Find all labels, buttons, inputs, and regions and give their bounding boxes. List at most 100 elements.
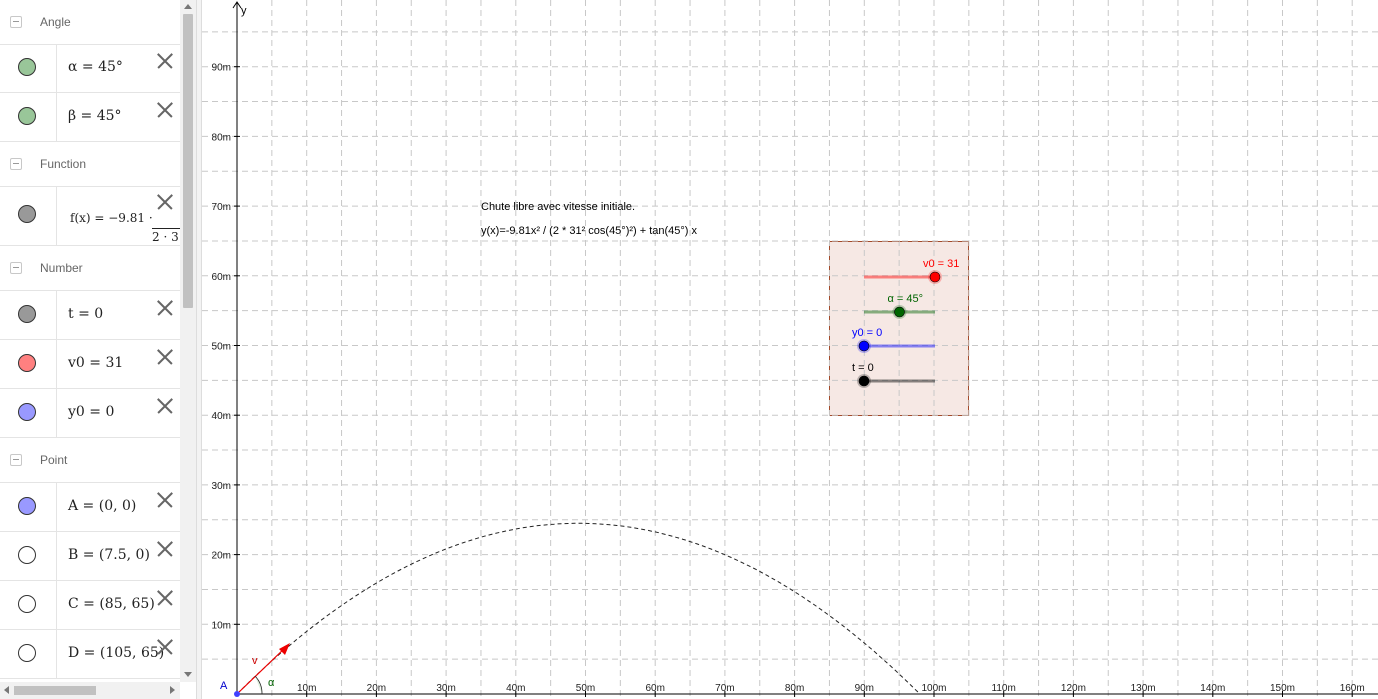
algebra-expression[interactable]: B = (7.5, 0) (68, 547, 150, 563)
visibility-toggle-A[interactable] (18, 497, 36, 515)
algebra-item-beta[interactable]: β = 45° (0, 93, 180, 142)
algebra-item-D[interactable]: D = (105, 65) (0, 630, 180, 679)
vector-arrowhead-icon (279, 643, 290, 655)
algebra-item-t[interactable]: t = 0 (0, 291, 180, 340)
grid (202, 0, 1378, 699)
collapse-icon[interactable] (10, 158, 22, 170)
coordinate-plane[interactable]: 10m 20m 30m 40m 50m 60m 70m 80m 90m 100m 110m 120m 1… (202, 0, 1378, 699)
visibility-toggle-y0[interactable] (18, 403, 36, 421)
visibility-toggle-v0[interactable] (18, 354, 36, 372)
scroll-thumb[interactable] (14, 686, 96, 695)
group-label: Number (40, 261, 83, 275)
x-tick-label: 10m (297, 683, 316, 694)
group-number[interactable]: Number (0, 246, 180, 291)
graphics-view[interactable]: 10m 20m 30m 40m 50m 60m 70m 80m 90m 100m 110m 120m 1… (202, 0, 1378, 699)
fraction-denominator: 2 · 3 (152, 230, 179, 244)
visibility-toggle-B[interactable] (18, 546, 36, 564)
panel-divider[interactable] (196, 0, 202, 699)
visibility-toggle-f[interactable] (18, 205, 36, 223)
y-tick-label: 80m (212, 132, 231, 143)
velocity-vector-line[interactable] (236, 645, 288, 695)
trajectory-curve[interactable] (236, 522, 921, 695)
x-tick-label: 140m (1200, 683, 1225, 694)
vertical-scrollbar[interactable] (180, 0, 196, 682)
x-tick-label: 80m (785, 683, 804, 694)
y-tick-label: 40m (212, 411, 231, 422)
algebra-item-A[interactable]: A = (0, 0) (0, 483, 180, 532)
visibility-cell (0, 483, 57, 531)
algebra-expression[interactable]: A = (0, 0) (68, 498, 137, 514)
slider-knob-y0[interactable] (858, 340, 870, 352)
algebra-expression[interactable]: v0 = 31 (68, 355, 124, 371)
collapse-icon[interactable] (10, 262, 22, 274)
delete-icon[interactable] (154, 191, 176, 213)
visibility-toggle-t[interactable] (18, 305, 36, 323)
algebra-expression[interactable]: C = (85, 65) (68, 596, 155, 612)
y-tick-label: 60m (212, 272, 231, 283)
collapse-icon[interactable] (10, 454, 22, 466)
visibility-cell (0, 389, 57, 437)
group-angle[interactable]: Angle (0, 0, 180, 45)
delete-icon[interactable] (154, 395, 176, 417)
delete-icon[interactable] (154, 489, 176, 511)
x-tick-label: 20m (367, 683, 386, 694)
delete-icon[interactable] (154, 636, 176, 658)
tick-labels: 10m 20m 30m 40m 50m 60m 70m 80m 90m 100m 110m 120m 1… (212, 63, 1365, 697)
axes (232, 1, 1378, 695)
group-function[interactable]: Function (0, 142, 180, 187)
collapse-icon[interactable] (10, 16, 22, 28)
y-tick-label: 30m (212, 481, 231, 492)
delete-icon[interactable] (154, 538, 176, 560)
slider-label-y0: y0 = 0 (852, 327, 882, 339)
angle-label: α (268, 677, 275, 689)
delete-icon[interactable] (154, 346, 176, 368)
visibility-toggle-C[interactable] (18, 595, 36, 613)
text-equation[interactable]: y(x)=-9.81x² / (2 * 31² cos(45°)²) + tan… (481, 225, 698, 237)
x-tick-label: 90m (855, 683, 874, 694)
algebra-view: Angle α = 45° β = 45° Function f(x) = −9… (0, 0, 196, 699)
group-label: Function (40, 157, 87, 171)
algebra-expression[interactable]: α = 45° (68, 59, 123, 75)
scroll-left-icon[interactable] (4, 686, 9, 694)
algebra-expression[interactable]: D = (105, 65) (68, 645, 165, 661)
scroll-thumb[interactable] (183, 14, 193, 308)
delete-icon[interactable] (154, 99, 176, 121)
scroll-right-icon[interactable] (170, 686, 175, 694)
y-tick-label: 20m (212, 551, 231, 562)
algebra-expression[interactable]: β = 45° (68, 108, 122, 124)
algebra-item-C[interactable]: C = (85, 65) (0, 581, 180, 630)
point-A-label: A (220, 680, 228, 692)
y-tick-label: 70m (212, 202, 231, 213)
visibility-cell (0, 291, 57, 339)
vector-label: v (252, 655, 258, 667)
x-tick-label: 100m (921, 683, 946, 694)
algebra-item-alpha[interactable]: α = 45° (0, 44, 180, 93)
scroll-down-icon[interactable] (184, 672, 192, 677)
algebra-item-v0[interactable]: v0 = 31 (0, 340, 180, 389)
algebra-expression[interactable]: t = 0 (68, 306, 104, 322)
visibility-toggle-beta[interactable] (18, 107, 36, 125)
slider-knob-v0[interactable] (929, 271, 941, 283)
algebra-item-f[interactable]: f(x) = −9.81 · 2 · 3 (0, 187, 180, 246)
slider-knob-t[interactable] (858, 375, 870, 387)
algebra-expression[interactable]: y0 = 0 (68, 404, 115, 420)
scroll-up-icon[interactable] (184, 4, 192, 9)
algebra-expression[interactable]: f(x) = −9.81 · (70, 211, 153, 225)
slider-knob-alpha[interactable] (894, 306, 905, 318)
algebra-item-B[interactable]: B = (7.5, 0) (0, 532, 180, 581)
visibility-cell (0, 93, 57, 141)
visibility-toggle-D[interactable] (18, 644, 36, 662)
horizontal-scrollbar[interactable] (0, 682, 180, 699)
delete-icon[interactable] (154, 50, 176, 72)
point-A[interactable] (234, 691, 240, 697)
y-axis-arrow-icon (232, 1, 242, 9)
delete-icon[interactable] (154, 297, 176, 319)
text-title[interactable]: Chute libre avec vitesse initiale. (481, 201, 635, 213)
group-point[interactable]: Point (0, 438, 180, 483)
angle-arc[interactable] (254, 675, 263, 695)
algebra-item-y0[interactable]: y0 = 0 (0, 389, 180, 438)
delete-icon[interactable] (154, 587, 176, 609)
x-tick-label: 60m (645, 683, 664, 694)
visibility-cell (0, 532, 57, 580)
visibility-toggle-alpha[interactable] (18, 58, 36, 76)
